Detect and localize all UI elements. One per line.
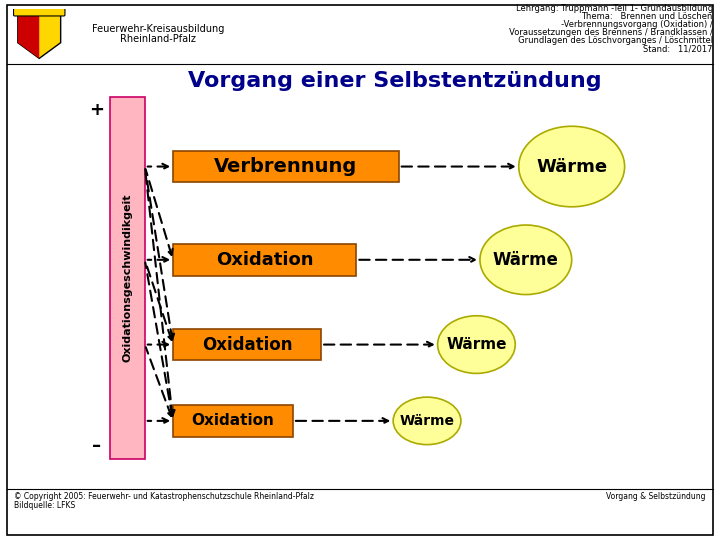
Ellipse shape <box>438 316 516 373</box>
Text: Wärme: Wärme <box>493 251 559 269</box>
Text: Verbrennung: Verbrennung <box>215 157 358 176</box>
Polygon shape <box>18 11 60 58</box>
Text: Vorgang & Selbstzündung: Vorgang & Selbstzündung <box>606 492 706 502</box>
Text: Stand:   11/2017: Stand: 11/2017 <box>643 44 713 53</box>
FancyBboxPatch shape <box>14 8 65 16</box>
Text: Bildquelle: LFKS: Bildquelle: LFKS <box>14 501 76 510</box>
Text: Rheinland-Pfalz: Rheinland-Pfalz <box>120 34 197 44</box>
Ellipse shape <box>480 225 572 294</box>
Text: -Verbrennungsvorgang (Oxidation) /: -Verbrennungsvorgang (Oxidation) / <box>527 20 713 29</box>
Text: Wärme: Wärme <box>446 337 507 352</box>
Text: Wärme: Wärme <box>400 414 454 428</box>
Bar <box>173 405 293 437</box>
Bar <box>173 244 356 276</box>
Text: Oxidationsgeschwindikgeit: Oxidationsgeschwindikgeit <box>122 193 132 362</box>
Text: Oxidation: Oxidation <box>202 335 292 354</box>
Text: +: + <box>89 101 104 119</box>
Text: Thema:   Brennen und Löschen: Thema: Brennen und Löschen <box>582 12 713 21</box>
Text: © Copyright 2005: Feuerwehr- und Katastrophenschutzschule Rheinland-Pfalz: © Copyright 2005: Feuerwehr- und Katastr… <box>14 492 315 502</box>
Text: Grundlagen des Löschvorganges / Löschmittel: Grundlagen des Löschvorganges / Löschmit… <box>484 36 713 45</box>
Bar <box>173 329 321 361</box>
Ellipse shape <box>518 126 624 207</box>
Bar <box>109 97 145 459</box>
Text: Oxidation: Oxidation <box>216 251 313 269</box>
Bar <box>173 151 399 183</box>
Text: Vorgang einer Selbstentzündung: Vorgang einer Selbstentzündung <box>189 71 602 91</box>
Text: Feuerwehr-Kreisausbildung: Feuerwehr-Kreisausbildung <box>92 24 225 35</box>
Text: Lehrgang: Truppmann -Teil 1- Grundausbildung: Lehrgang: Truppmann -Teil 1- Grundausbil… <box>516 4 713 13</box>
Text: –: – <box>92 437 102 455</box>
Polygon shape <box>18 11 40 58</box>
Text: Oxidation: Oxidation <box>192 414 274 428</box>
Text: Wärme: Wärme <box>536 158 607 176</box>
Ellipse shape <box>393 397 461 444</box>
Text: Voraussetzungen des Brennens / Brandklassen /: Voraussetzungen des Brennens / Brandklas… <box>475 28 713 37</box>
